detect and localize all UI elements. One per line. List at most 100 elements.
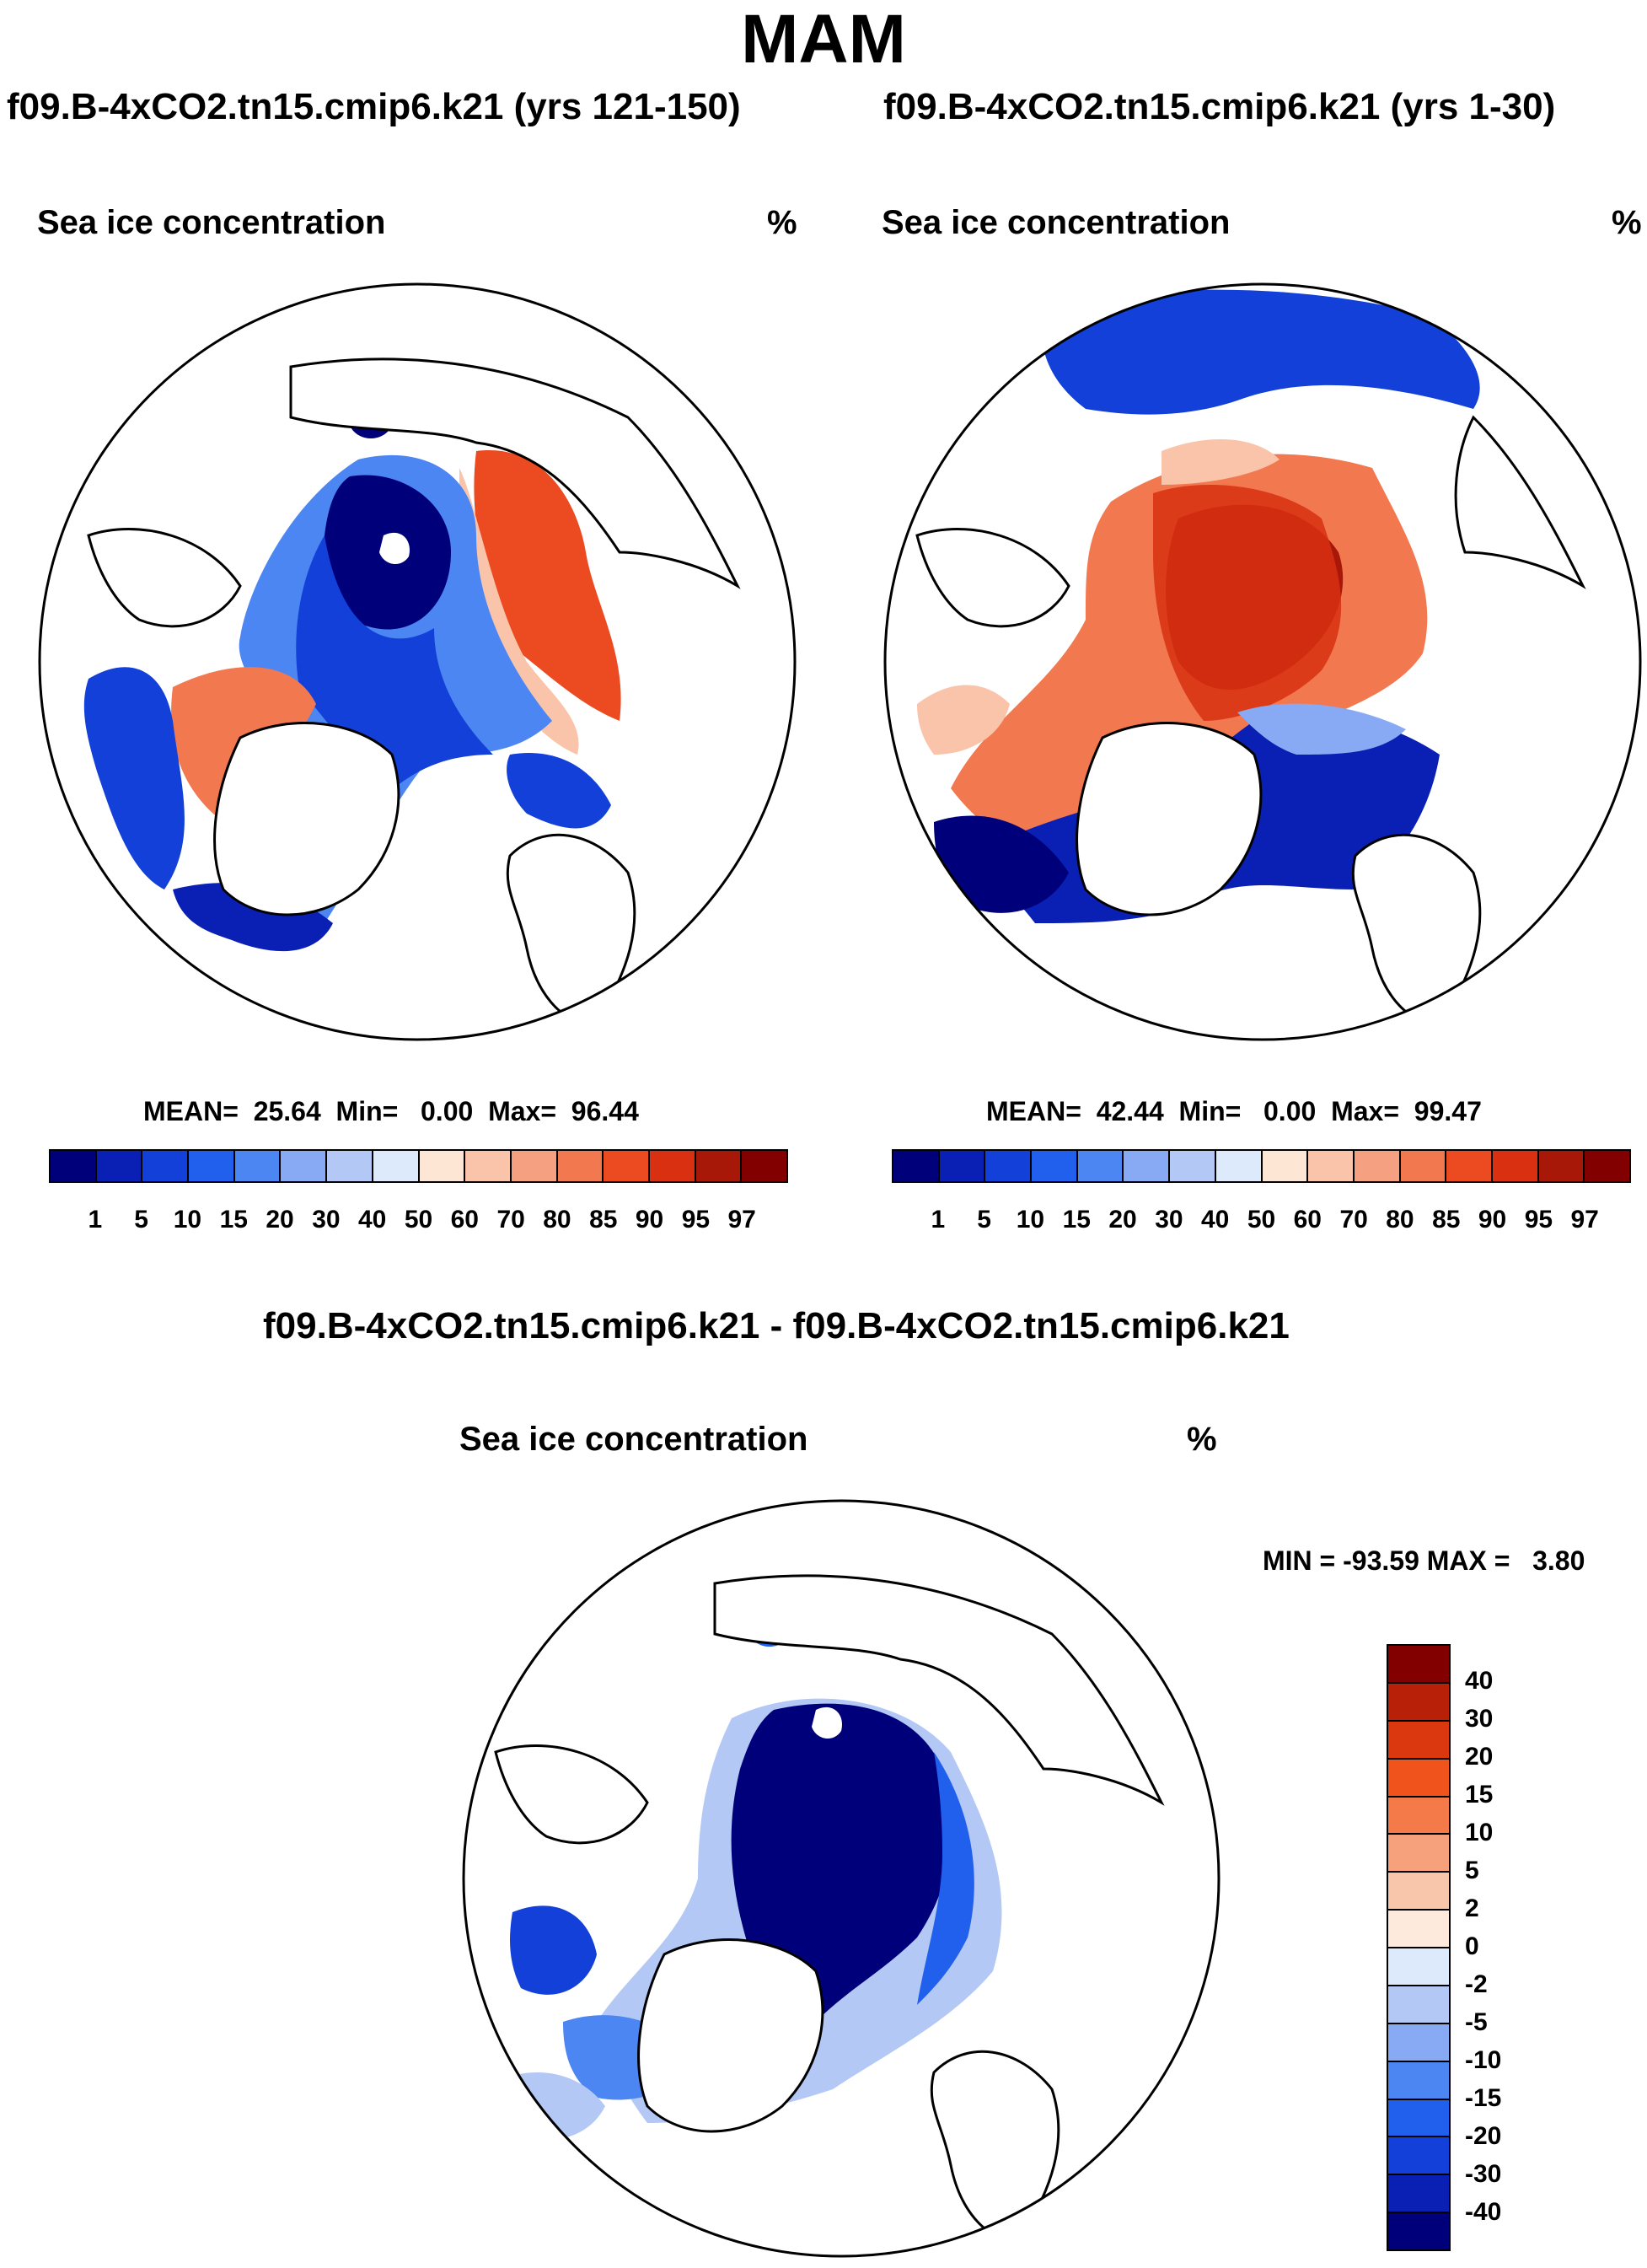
diff-blue-hudson [510, 1905, 597, 1995]
colorbar-swatch [1170, 1151, 1216, 1181]
panel-2-colorbar [892, 1149, 1631, 1183]
colorbar-tick-label: 60 [450, 1206, 479, 1233]
panel-2-alaska [915, 528, 1070, 628]
colorbar-tick-label: -20 [1465, 2122, 1502, 2150]
colorbar-swatch [1388, 2099, 1449, 2138]
colorbar-tick-label: 90 [1478, 1206, 1507, 1233]
colorbar-swatch [1388, 2061, 1449, 2100]
colorbar-swatch [327, 1151, 373, 1181]
panel-1-white-hole [379, 532, 410, 565]
colorbar-swatch [1077, 1151, 1124, 1181]
colorbar-tick-label: 10 [173, 1206, 202, 1233]
colorbar-tick-label: -5 [1465, 2008, 1488, 2036]
colorbar-tick-label: 20 [1108, 1206, 1137, 1233]
colorbar-swatch [51, 1151, 97, 1181]
panel-2-siberia-coast [1454, 415, 1586, 589]
colorbar-tick-label: 97 [727, 1206, 756, 1233]
colorbar-tick-label: 97 [1570, 1206, 1599, 1233]
colorbar-tick-label: 5 [134, 1206, 148, 1233]
colorbar-swatch [557, 1151, 604, 1181]
colorbar-swatch [1388, 2023, 1449, 2062]
colorbar-swatch [604, 1151, 650, 1181]
colorbar-tick-label: -40 [1465, 2198, 1502, 2226]
colorbar-swatch [234, 1151, 282, 1181]
panel-2-ice-light-blue-edge [1237, 703, 1406, 755]
colorbar-swatch [1585, 1151, 1629, 1181]
colorbar-swatch [373, 1151, 420, 1181]
colorbar-tick-label: 20 [1465, 1743, 1494, 1771]
colorbar-swatch [1538, 1151, 1585, 1181]
panel-2-ice-blue-top-band [1041, 289, 1480, 415]
colorbar-tick-label: 20 [266, 1206, 294, 1233]
panel-2-greenland [1076, 722, 1263, 916]
panel-1-scandinavia [506, 833, 636, 1026]
colorbar-tick-label: 10 [1016, 1206, 1045, 1233]
colorbar-swatch [1388, 1721, 1449, 1760]
colorbar-tick-label: 70 [496, 1206, 525, 1233]
colorbar-swatch [1388, 1911, 1449, 1948]
colorbar-swatch [1388, 1835, 1449, 1873]
diff-colorbar [1387, 1644, 1451, 2251]
colorbar-swatch [1354, 1151, 1401, 1181]
colorbar-tick-label: 10 [1465, 1819, 1494, 1846]
colorbar-tick-label: -30 [1465, 2160, 1502, 2188]
colorbar-tick-label: 40 [1465, 1667, 1494, 1695]
panel-2-scandinavia [1351, 833, 1482, 1026]
panel-1-siberia [289, 357, 741, 589]
panel-1-colorbar-ticks: 1 5 10 15 20 30 40 50 60 70 80 85 90 95 97 [49, 1206, 788, 1239]
colorbar-swatch [1388, 2137, 1449, 2176]
colorbar-tick-label: 70 [1339, 1206, 1368, 1233]
colorbar-swatch [1032, 1151, 1078, 1181]
panel-2-ice-pale-orange-alaska [917, 685, 1010, 755]
panel-1-title: f09.B-4xCO2.tn15.cmip6.k21 (yrs 121-150) [7, 86, 741, 127]
colorbar-swatch [1388, 1986, 1449, 2024]
panel-2-ice-blue-hudson [934, 815, 1069, 913]
colorbar-tick-label: 5 [977, 1206, 991, 1233]
colorbar-tick-label: 40 [358, 1206, 387, 1233]
diff-white-hole [812, 1706, 842, 1739]
colorbar-tick-label: 15 [219, 1206, 248, 1233]
colorbar-swatch [893, 1151, 940, 1181]
colorbar-tick-label: 60 [1293, 1206, 1322, 1233]
diff-map [462, 1499, 1220, 2258]
colorbar-swatch [511, 1151, 558, 1181]
colorbar-tick-label: 1 [931, 1206, 946, 1233]
colorbar-tick-label: 80 [543, 1206, 571, 1233]
colorbar-swatch [419, 1151, 466, 1181]
panel-2-field-label: Sea ice concentration [882, 204, 1231, 241]
colorbar-swatch [1388, 1646, 1449, 1684]
panel-2-unit: % [1612, 204, 1642, 241]
panel-1-alaska [87, 528, 242, 628]
diff-unit: % [1187, 1421, 1217, 1458]
diff-title: f09.B-4xCO2.tn15.cmip6.k21 - f09.B-4xCO2… [263, 1305, 1290, 1346]
colorbar-swatch [1124, 1151, 1171, 1181]
panel-1-map [38, 282, 797, 1041]
diff-stats: MIN = -93.59 MAX = 3.80 [1263, 1545, 1585, 1576]
diff-field-label: Sea ice concentration [459, 1421, 808, 1458]
colorbar-tick-label: 0 [1465, 1932, 1479, 1960]
colorbar-swatch [1388, 2213, 1449, 2249]
colorbar-tick-label: 80 [1386, 1206, 1414, 1233]
colorbar-tick-label: 95 [1524, 1206, 1553, 1233]
diff-scandinavia [930, 2050, 1060, 2243]
diff-mid-blue-ring [917, 1752, 974, 2005]
colorbar-swatch [649, 1151, 696, 1181]
diff-greenland [637, 1938, 824, 2133]
colorbar-swatch [1388, 2175, 1449, 2214]
colorbar-tick-label: -15 [1465, 2084, 1502, 2112]
colorbar-swatch [1400, 1151, 1447, 1181]
colorbar-swatch [96, 1151, 143, 1181]
colorbar-swatch [465, 1151, 512, 1181]
colorbar-swatch [1388, 1948, 1449, 1986]
diff-alaska [494, 1744, 649, 1845]
panel-2-title: f09.B-4xCO2.tn15.cmip6.k21 (yrs 1-30) [883, 86, 1556, 127]
colorbar-tick-label: 50 [404, 1206, 433, 1233]
colorbar-tick-label: 50 [1247, 1206, 1276, 1233]
diff-colorbar-ticks: 40 30 20 15 10 5 2 0 -2 -5 -10 -15 -20 -30 -40 [1465, 1644, 1532, 2251]
panel-1-field-label: Sea ice concentration [37, 204, 386, 241]
panel-1-stats: MEAN= 25.64 Min= 0.00 Max= 96.44 [143, 1096, 639, 1126]
colorbar-tick-label: 85 [1432, 1206, 1461, 1233]
colorbar-tick-label: 30 [1465, 1705, 1494, 1733]
colorbar-swatch [939, 1151, 986, 1181]
colorbar-tick-label: 40 [1201, 1206, 1230, 1233]
